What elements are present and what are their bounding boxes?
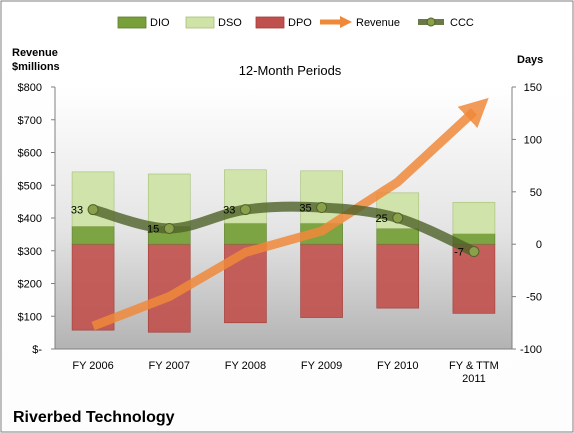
right-tick-label: 50 bbox=[530, 187, 542, 199]
right-axis-label: Days bbox=[517, 54, 543, 66]
left-tick-label: $- bbox=[32, 344, 42, 356]
data-labels: 33 15 33 35 25 -7 bbox=[71, 203, 464, 259]
ccc-data-label: 25 bbox=[376, 213, 388, 225]
left-tick-label: $400 bbox=[18, 213, 42, 225]
ccc-data-label: 33 bbox=[71, 205, 83, 217]
ccc-data-label: 33 bbox=[223, 205, 235, 217]
left-axis-label-line-2: $millions bbox=[12, 61, 60, 73]
right-tick-label: -100 bbox=[520, 344, 542, 356]
dpo-bar bbox=[376, 243, 420, 309]
ccc-data-label: -7 bbox=[454, 247, 464, 259]
left-tick-label: $200 bbox=[18, 279, 42, 291]
ccc-point bbox=[87, 204, 99, 216]
x-tick-label: FY 2007 bbox=[149, 360, 190, 372]
left-tick-label: $300 bbox=[18, 246, 42, 258]
left-axis-label-line-1: Revenue bbox=[12, 47, 58, 59]
legend-label: Revenue bbox=[356, 17, 400, 29]
legend: DIO DSO DPO Revenue CCC bbox=[117, 16, 474, 29]
x-tick-label: FY & TTM bbox=[449, 360, 499, 372]
left-tick-label: $500 bbox=[18, 180, 42, 192]
dso-bar bbox=[147, 173, 191, 227]
x-tick-label: FY 2010 bbox=[377, 360, 418, 372]
dso-bar bbox=[300, 170, 343, 224]
legend-label: DSO bbox=[218, 17, 242, 29]
left-tick-label: $600 bbox=[18, 148, 42, 160]
legend-swatch bbox=[117, 16, 147, 29]
ccc-point bbox=[316, 202, 328, 214]
x-tick-label: FY 2006 bbox=[72, 360, 113, 372]
left-tick-label: $800 bbox=[18, 82, 42, 94]
dpo-bar bbox=[300, 243, 343, 318]
dso-bar bbox=[452, 201, 496, 235]
x-tick-label: FY 2009 bbox=[301, 360, 342, 372]
ccc-line bbox=[88, 201, 479, 257]
legend-swatch bbox=[255, 16, 285, 29]
ccc-data-label: 35 bbox=[299, 203, 311, 215]
axes: $- $100 $200 $300 $400 $500 $600 $700 $800 -100 -5… bbox=[18, 82, 542, 385]
dio-bar bbox=[376, 228, 420, 245]
right-tick-label: 150 bbox=[524, 82, 542, 94]
lines bbox=[87, 97, 489, 331]
x-tick-label: 2011 bbox=[462, 373, 486, 385]
ccc-point bbox=[392, 212, 404, 224]
ccc-point bbox=[468, 246, 480, 258]
legend-label: CCC bbox=[450, 17, 474, 29]
legend-swatch-arrowhead bbox=[340, 16, 352, 28]
x-tick-label: FY 2008 bbox=[225, 360, 266, 372]
dio-bar bbox=[224, 222, 267, 245]
ccc-data-label: 15 bbox=[147, 223, 159, 235]
ccc-point bbox=[163, 222, 175, 234]
left-tick-label: $100 bbox=[18, 311, 42, 323]
ccc-point bbox=[239, 204, 251, 216]
legend-swatch bbox=[185, 16, 215, 29]
revenue-arrow-line bbox=[91, 97, 489, 331]
right-tick-label: -50 bbox=[526, 292, 542, 304]
right-tick-label: 0 bbox=[536, 239, 542, 251]
dio-bar bbox=[71, 226, 115, 245]
right-tick-label: 100 bbox=[524, 134, 542, 146]
company-name: Riverbed Technology bbox=[13, 409, 175, 426]
dpo-bar bbox=[71, 243, 115, 331]
chart-title: 12-Month Periods bbox=[239, 63, 342, 78]
legend-label: DIO bbox=[150, 17, 170, 29]
legend-swatch-marker bbox=[426, 17, 436, 27]
legend-label: DPO bbox=[288, 17, 312, 29]
left-tick-label: $700 bbox=[18, 115, 42, 127]
